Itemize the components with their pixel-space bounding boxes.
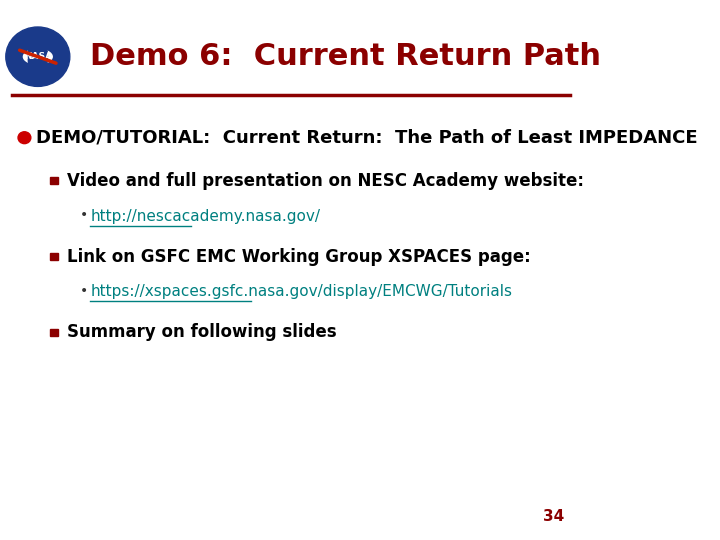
Ellipse shape xyxy=(24,49,53,64)
FancyArrowPatch shape xyxy=(19,50,56,63)
Text: Demo 6:  Current Return Path: Demo 6: Current Return Path xyxy=(90,42,601,71)
Text: https://xspaces.gsfc.nasa.gov/display/EMCWG/Tutorials: https://xspaces.gsfc.nasa.gov/display/EM… xyxy=(90,284,512,299)
Text: Video and full presentation on NESC Academy website:: Video and full presentation on NESC Acad… xyxy=(67,172,584,190)
Bar xyxy=(50,177,58,184)
Bar xyxy=(50,253,58,260)
Bar xyxy=(50,328,58,335)
Circle shape xyxy=(6,27,70,86)
Ellipse shape xyxy=(28,35,48,79)
Text: http://nescacademy.nasa.gov/: http://nescacademy.nasa.gov/ xyxy=(90,208,320,224)
Text: •: • xyxy=(81,208,89,222)
Circle shape xyxy=(18,132,31,144)
Text: •: • xyxy=(81,284,89,298)
Text: Summary on following slides: Summary on following slides xyxy=(67,323,336,341)
Text: 34: 34 xyxy=(543,509,564,524)
Text: NASA: NASA xyxy=(24,52,52,61)
Text: Link on GSFC EMC Working Group XSPACES page:: Link on GSFC EMC Working Group XSPACES p… xyxy=(67,247,531,266)
Text: DEMO/TUTORIAL:  Current Return:  The Path of Least IMPEDANCE: DEMO/TUTORIAL: Current Return: The Path … xyxy=(36,129,698,147)
